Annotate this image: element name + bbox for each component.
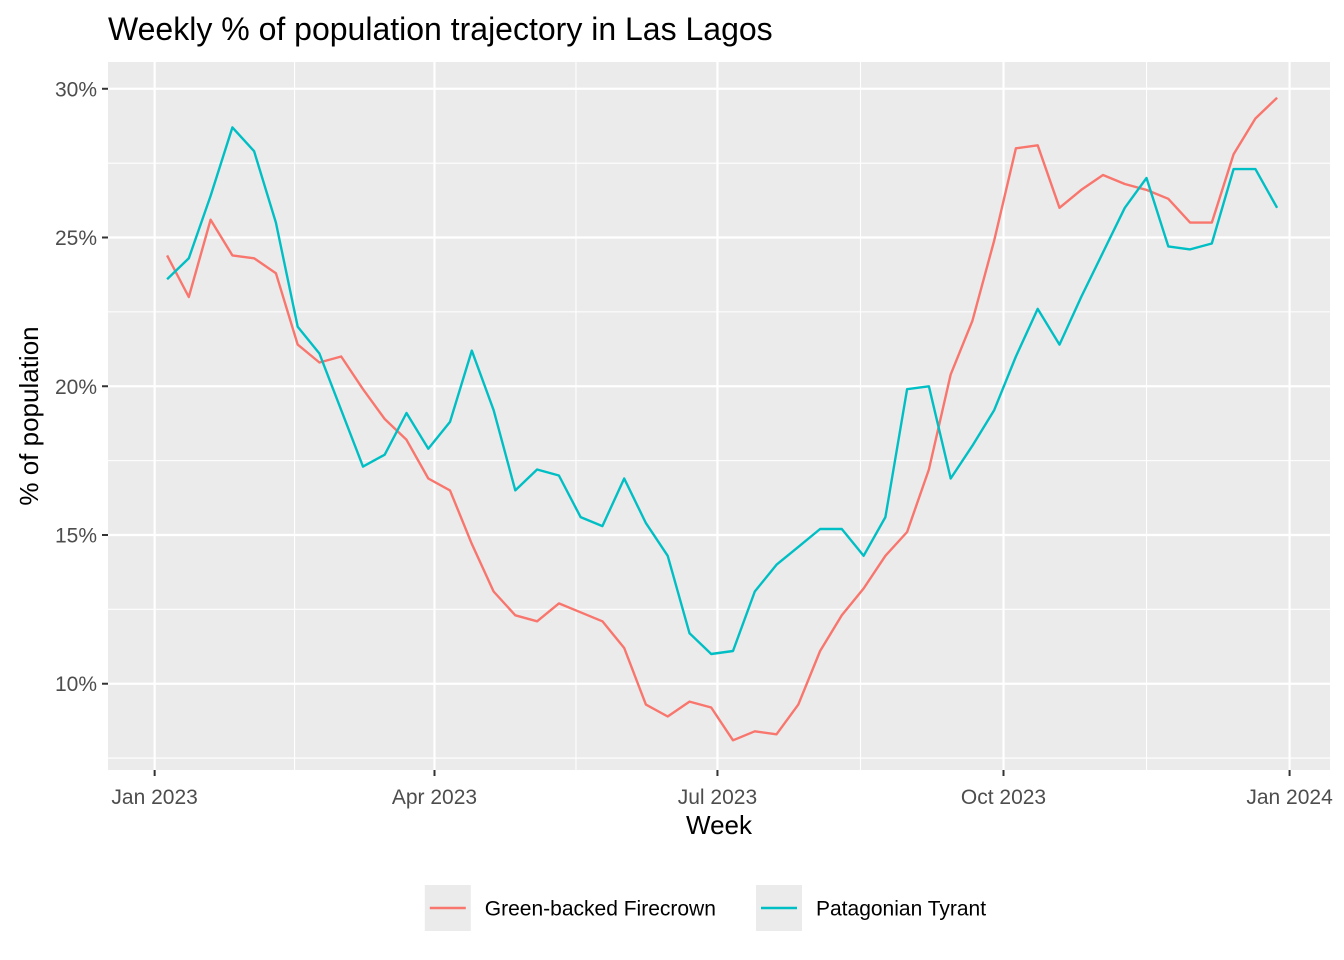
y-axis-title: % of population [14,326,44,505]
x-tick-label: Oct 2023 [961,786,1046,809]
series-lines [166,96,1279,742]
y-tick-label: 25% [55,227,97,250]
x-tick-label: Jan 2024 [1246,786,1333,809]
major-gridlines [108,62,1330,770]
series-line-patagonian-tyrant [166,126,1279,656]
legend: Green-backed Firecrown Patagonian Tyrant [424,885,986,931]
x-tick-label: Jan 2023 [111,786,197,809]
series-line-green-backed-firecrown [166,96,1278,742]
x-axis: Jan 2023 Apr 2023 Jul 2023 Oct 2023 Jan 2024 [111,770,1333,809]
y-axis: 10% 15% 20% 25% 30% [55,78,108,696]
x-axis-title: Week [686,810,753,840]
y-tick-label: 15% [55,524,97,547]
x-tick-label: Jul 2023 [678,786,757,809]
y-tick-label: 20% [55,376,97,399]
legend-label: Green-backed Firecrown [485,898,716,921]
chart-title: Weekly % of population trajectory in Las… [108,11,773,47]
x-tick-label: Apr 2023 [392,786,477,809]
legend-label: Patagonian Tyrant [816,898,986,921]
y-tick-label: 30% [55,78,97,101]
y-tick-label: 10% [55,673,97,696]
